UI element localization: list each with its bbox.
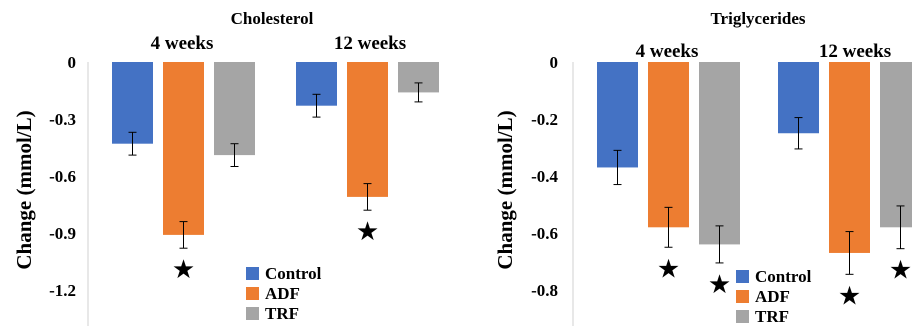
y-tick-label: -0.6	[49, 167, 76, 186]
bar-adf	[829, 62, 870, 253]
legend-swatch	[246, 267, 259, 280]
y-tick-label: -0.3	[49, 110, 76, 129]
significance-star: ★	[172, 255, 195, 285]
y-tick-label: -1.2	[49, 281, 76, 300]
legend-swatch	[736, 290, 749, 303]
y-tick-label: -0.6	[531, 224, 558, 243]
bar-trf	[214, 62, 255, 156]
triglycerides-chart: Triglycerides 4 weeks 12 weeks Change (m…	[493, 9, 912, 326]
group-label: 4 weeks	[151, 33, 214, 54]
chart-title: Triglycerides	[710, 9, 805, 28]
legend-label: ADF	[265, 284, 300, 303]
group-label: 4 weeks	[636, 41, 699, 62]
legend-swatch	[736, 270, 749, 283]
legend-swatch	[246, 307, 259, 320]
legend-swatch	[246, 287, 259, 300]
group-label: 12 weeks	[334, 33, 406, 54]
bar-adf	[163, 62, 204, 235]
y-axis-label: Change (mmol/L)	[493, 110, 517, 269]
legend-swatch	[736, 310, 749, 323]
y-tick-label: 0	[68, 53, 77, 72]
y-axis-label: Change (mmol/L)	[12, 110, 36, 269]
legend-label: TRF	[755, 307, 789, 326]
significance-star: ★	[708, 270, 731, 300]
significance-star: ★	[356, 217, 379, 247]
group-label: 12 weeks	[819, 41, 891, 62]
bar-adf	[648, 62, 689, 228]
legend-label: TRF	[265, 304, 299, 323]
y-tick-label: -0.2	[531, 110, 558, 129]
bar-control	[112, 62, 153, 144]
chart-title: Cholesterol	[231, 9, 314, 28]
bar-trf	[699, 62, 740, 245]
y-tick-label: -0.9	[49, 224, 76, 243]
legend-label: Control	[755, 267, 812, 286]
significance-star: ★	[657, 254, 680, 284]
y-tick-label: -0.8	[531, 281, 558, 300]
y-tick-label: -0.4	[531, 167, 558, 186]
legend-label: ADF	[755, 287, 790, 306]
bar-adf	[347, 62, 388, 197]
bar-trf	[880, 62, 912, 228]
significance-star: ★	[838, 281, 861, 311]
y-tick-label: 0	[550, 53, 559, 72]
significance-star: ★	[889, 256, 912, 286]
legend-label: Control	[265, 264, 322, 283]
cholesterol-chart: Cholesterol 4 weeks 12 weeks Change (mmo…	[12, 9, 439, 326]
